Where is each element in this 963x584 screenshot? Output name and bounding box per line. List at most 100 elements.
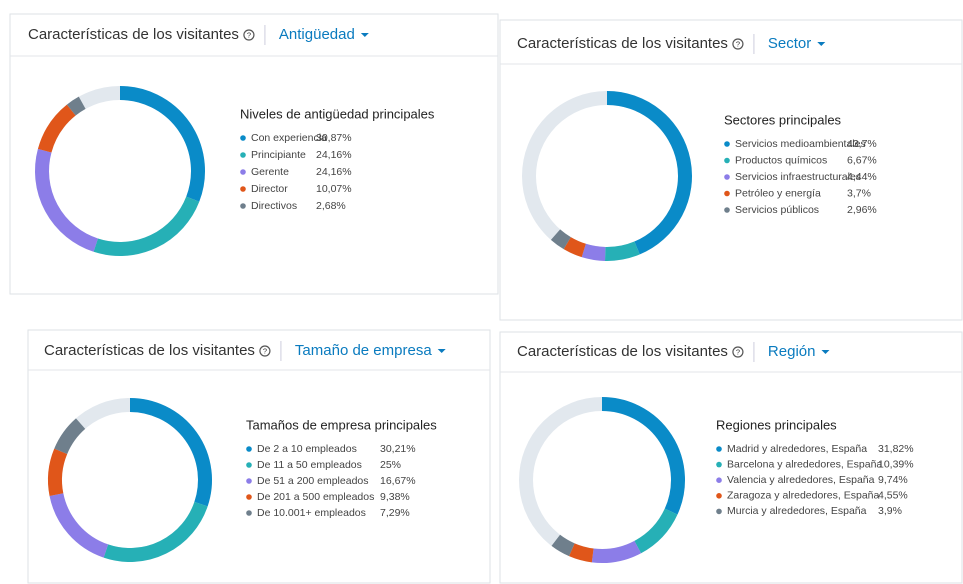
legend-dot [716,477,722,484]
legend-value: 7,29% [380,507,410,519]
panel-title: Características de los visitantes [517,35,728,52]
legend-dot [246,446,252,452]
donut-segment [37,104,76,153]
legend-value: 9,74% [878,474,908,486]
donut-segment [581,243,606,261]
donut-segment [550,229,571,250]
legend-label: De 2 a 10 empleados [257,443,357,455]
legend-label: Servicios medioambientales [735,138,866,150]
legend-label: Directivos [251,200,297,212]
dropdown[interactable]: Sector [768,35,811,52]
legend-value: 43,7% [847,138,877,150]
legend-dot [724,207,730,213]
info-icon-mark: ? [247,30,251,39]
legend-value: 30,21% [380,443,416,455]
legend-value: 9,38% [380,491,410,503]
legend-label: Madrid y alrededores, España [727,443,867,455]
legend-label: Con experiencia [251,132,327,144]
legend-dot [716,446,722,452]
legend-label: Valencia y alrededores, España [727,474,875,486]
legend-value: 2,68% [316,200,346,212]
dropdown-caret[interactable] [817,42,826,46]
info-icon [259,345,271,357]
legend-dot [240,135,246,141]
info-icon-mark: ? [736,347,740,356]
donut-segment [66,96,86,116]
legend-label: Zaragoza y alrededores, España [727,490,880,502]
panel [499,331,963,584]
legend-dot [716,461,722,468]
donut-segment [634,508,678,554]
legend-title: Sectores principales [724,112,842,127]
legend-value: 24,16% [316,166,352,178]
dropdown[interactable]: Región [768,343,816,360]
dropdown[interactable]: Tamaño de empresa [295,342,432,359]
legend-value: 4,44% [847,171,877,183]
legend-label: Director [251,183,288,195]
legend-label: Productos químicos [735,154,827,166]
legend-value: 10,39% [878,458,914,470]
legend-title: Regiones principales [716,417,837,432]
info-icon [732,38,744,50]
legend-label: Murcia y alrededores, España [727,505,867,517]
legend-value: 31,82% [878,443,914,455]
legend-dot [724,174,730,180]
donut-segment [49,492,109,558]
legend-dot [240,169,246,175]
legend-value: 24,16% [316,149,352,161]
legend-label: De 10.001+ empleados [257,507,366,519]
donut-segment [563,236,587,258]
panel-title: Características de los visitantes [517,343,728,360]
legend-dot [246,462,252,468]
legend-title: Tamaños de empresa principales [246,417,437,432]
panel [27,329,491,584]
legend-dot [724,141,730,147]
legend-value: 16,67% [380,475,416,487]
legend-value: 30,87% [316,132,352,144]
info-icon [732,346,744,358]
panel-title: Características de los visitantes [28,26,239,43]
panel [499,19,963,321]
legend-dot [246,494,252,500]
donut-segment [35,148,99,252]
legend-value: 3,7% [847,187,871,199]
donut-segment [551,534,575,557]
donut-segment [606,91,692,255]
legend-value: 25% [380,459,401,471]
dropdown-caret[interactable] [821,350,830,354]
donut-segment [569,543,594,563]
donut-segment [54,418,86,455]
info-icon-mark: ? [736,39,740,48]
legend-label: Petróleo y energía [735,187,821,199]
legend-dot [724,157,730,164]
legend-value: 6,67% [847,154,877,166]
info-icon [243,29,255,41]
legend-value: 4,55% [878,490,908,502]
legend-label: Servicios infraestructurales [735,171,861,183]
legend-dot [724,190,730,197]
donut-segment [601,397,685,515]
info-icon-mark: ? [263,346,267,355]
legend-dot [240,203,246,209]
legend-label: De 11 a 50 empleados [257,459,362,471]
legend-label: De 201 a 500 empleados [257,491,374,503]
legend-dot [246,478,252,484]
legend-label: Barcelona y alrededores, España [727,458,882,470]
donut-segment [103,501,208,562]
legend-label: De 51 a 200 empleados [257,475,369,487]
donut-segment [93,196,200,256]
panel-title: Características de los visitantes [44,342,255,359]
legend-dot [240,152,246,158]
legend-label: Servicios públicos [735,204,819,216]
legend-title: Niveles de antigüedad principales [240,106,435,121]
legend-dot [240,186,246,192]
legend-dot [716,508,722,515]
donut-segment [119,86,205,202]
legend-value: 10,07% [316,183,352,195]
dropdown[interactable]: Antigüedad [279,26,355,43]
legend-value: 3,9% [878,505,902,517]
donut-segment [129,398,212,507]
dropdown-caret[interactable] [437,349,446,353]
dropdown-caret[interactable] [360,33,369,37]
